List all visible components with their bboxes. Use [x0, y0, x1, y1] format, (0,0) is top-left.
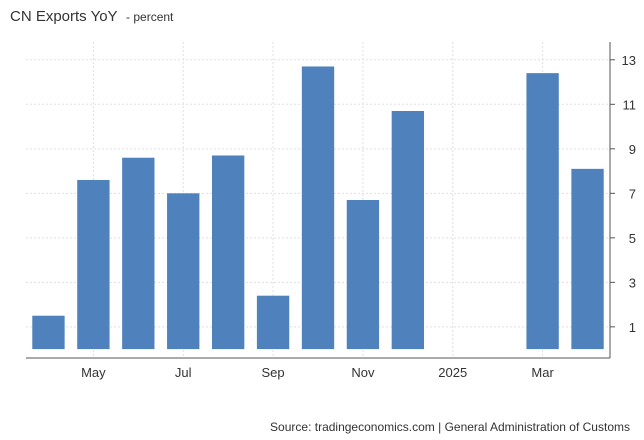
x-tick-label: Sep	[262, 365, 285, 380]
chart-title-main: CN Exports YoY	[10, 8, 118, 25]
x-tick-label: Nov	[351, 365, 375, 380]
bar-2024-05	[77, 179, 110, 350]
bar-2025-04	[571, 168, 604, 350]
y-tick-label: 5	[629, 231, 636, 246]
x-tick-label: May	[81, 365, 106, 380]
bar-2024-09	[256, 295, 290, 350]
bars	[32, 66, 604, 350]
bar-2024-08	[211, 155, 245, 350]
y-tick-label: 3	[629, 275, 636, 290]
x-tick-label: Jul	[175, 365, 192, 380]
bar-2024-06	[122, 157, 155, 350]
y-tick-label: 7	[629, 186, 636, 201]
y-tick-label: 13	[622, 53, 636, 68]
x-tick-label: 2025	[438, 365, 467, 380]
chart-title-unit: - percent	[126, 10, 174, 24]
source-note: Source: tradingeconomics.com | General A…	[270, 420, 630, 434]
y-tick-label: 1	[629, 320, 636, 335]
chart-title: CN Exports YoY - percent	[10, 8, 173, 26]
bar-2024-07	[167, 193, 200, 350]
bar-2024-04	[32, 315, 65, 350]
y-tick-label: 11	[623, 97, 637, 112]
bar-2024-10	[301, 66, 335, 350]
y-tick-label: 9	[629, 142, 636, 157]
bar-2024-11	[346, 200, 380, 350]
bar-2024-12	[391, 110, 425, 350]
bar-2025-03	[526, 73, 559, 350]
x-tick-label: Mar	[531, 365, 554, 380]
